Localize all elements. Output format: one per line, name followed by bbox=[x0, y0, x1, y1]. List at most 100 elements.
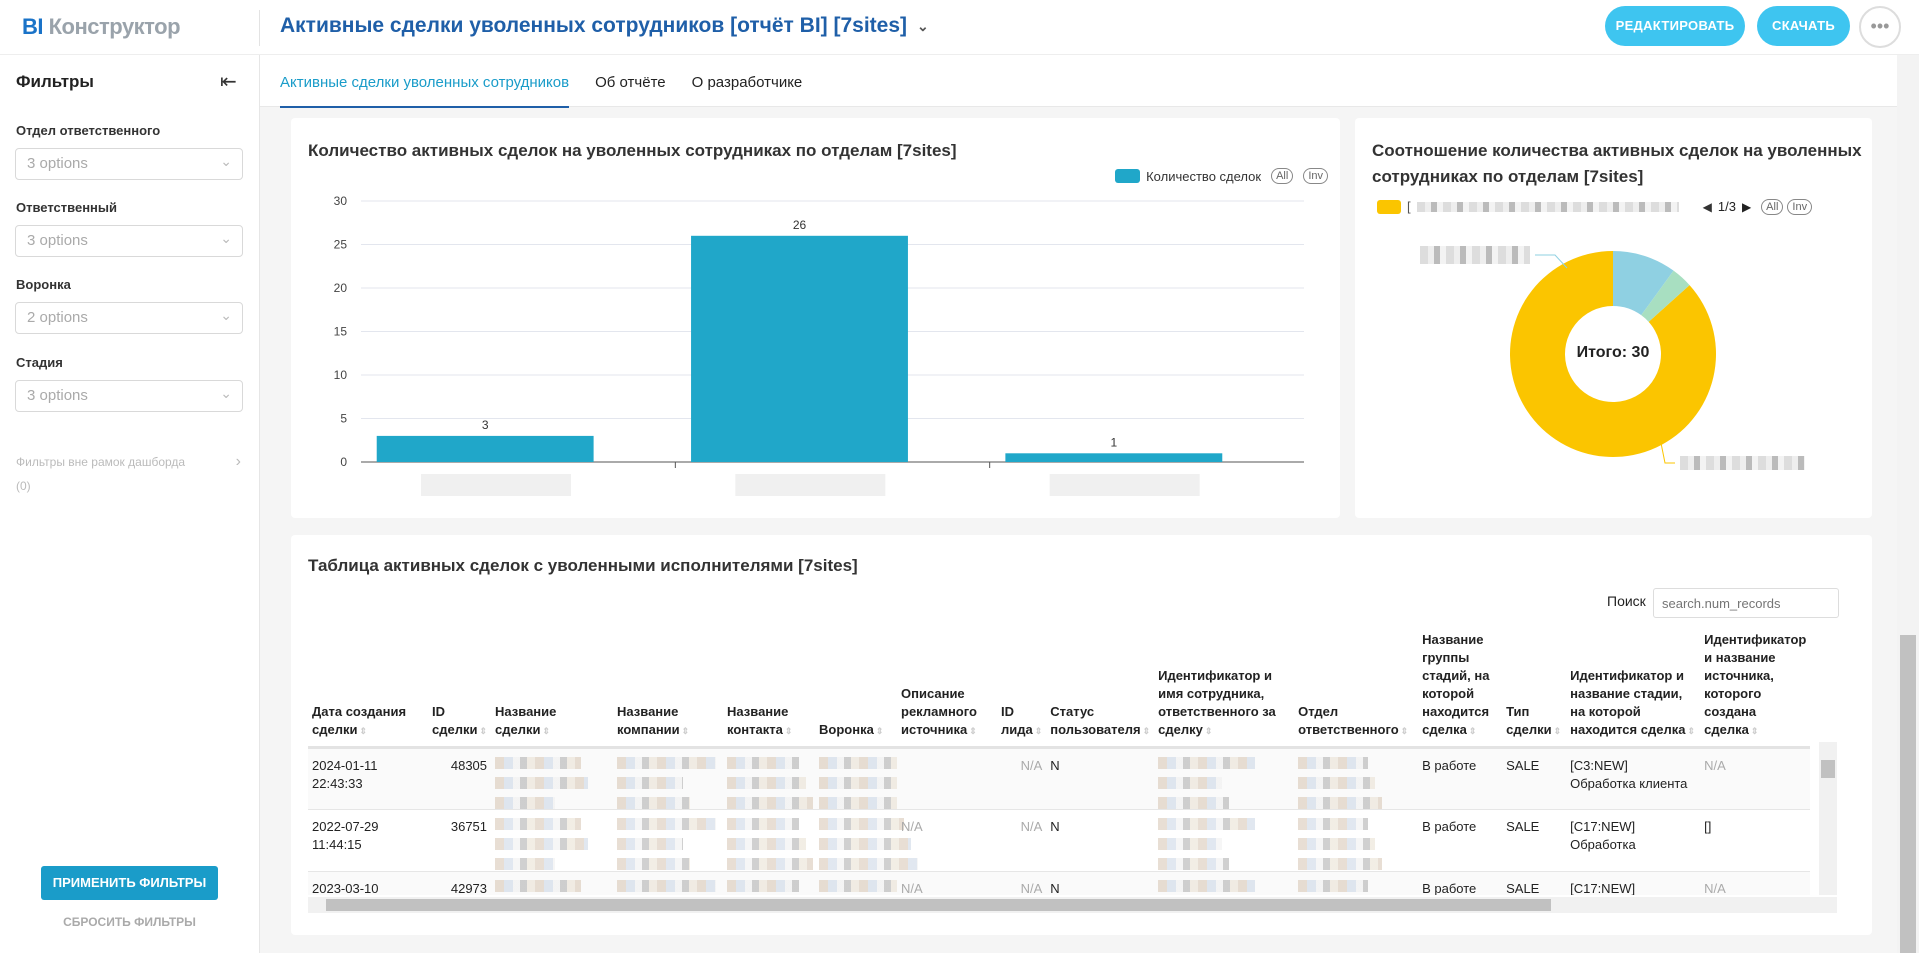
outside-filters-label: Фильтры вне рамок дашборда bbox=[16, 455, 186, 469]
column-header[interactable]: Отдел ответственного ⇕ bbox=[1294, 627, 1419, 749]
column-header[interactable]: Название сделки ⇕ bbox=[491, 627, 614, 749]
sort-icon[interactable]: ⇕ bbox=[1468, 726, 1477, 736]
column-header[interactable]: Дата создания сделки ⇕ bbox=[308, 627, 428, 749]
sort-icon[interactable]: ⇕ bbox=[1142, 726, 1151, 736]
page-scrollbar[interactable] bbox=[1897, 55, 1919, 953]
table-vertical-scrollbar[interactable] bbox=[1819, 742, 1837, 895]
legend-label[interactable]: Количество сделок bbox=[1146, 168, 1262, 184]
filter-select-responsible[interactable]: 3 options ⌄ bbox=[15, 225, 243, 257]
logo[interactable]: BI Конструктор bbox=[22, 14, 181, 40]
tab-about-developer[interactable]: О разработчике bbox=[691, 74, 803, 91]
legend-all-button[interactable]: All bbox=[1761, 199, 1784, 215]
legend-invert-button[interactable]: Inv bbox=[1787, 199, 1813, 215]
cell-text: N bbox=[1050, 881, 1060, 895]
logo-accent: BI bbox=[22, 14, 44, 39]
sort-icon[interactable]: ⇕ bbox=[1204, 726, 1213, 736]
filter-select-department[interactable]: 3 options ⌄ bbox=[15, 148, 243, 180]
tab-active-deals[interactable]: Активные сделки уволенных сотрудников bbox=[280, 74, 570, 108]
column-header[interactable]: Название группы стадий, на которой наход… bbox=[1418, 627, 1503, 749]
redacted-text bbox=[1298, 880, 1369, 892]
table-cell: N/A bbox=[897, 809, 998, 872]
column-header[interactable]: Воронка ⇕ bbox=[815, 627, 898, 749]
legend-invert-button[interactable]: Inv bbox=[1303, 168, 1328, 184]
legend-all-button[interactable]: All bbox=[1271, 168, 1294, 184]
table-row[interactable]: 2022-07-29 11:44:15 36751 N/A N/A N В работе S… bbox=[308, 809, 1811, 872]
column-header[interactable]: Статус пользователя ⇕ bbox=[1046, 627, 1155, 749]
sort-icon[interactable]: ⇕ bbox=[969, 726, 977, 736]
redacted-text bbox=[617, 777, 684, 789]
bar[interactable] bbox=[376, 435, 594, 462]
redacted-text bbox=[495, 858, 556, 870]
column-header[interactable]: Идентификатор и имя сотрудника, ответств… bbox=[1154, 627, 1295, 749]
filters-sidebar: Фильтры ⇤ Отдел ответственного 3 options… bbox=[0, 55, 260, 953]
bar[interactable] bbox=[1005, 453, 1223, 462]
tab-about-report[interactable]: Об отчёте bbox=[595, 74, 666, 91]
redacted-x-tick-label bbox=[1049, 474, 1200, 496]
sort-icon[interactable]: ⇕ bbox=[1750, 726, 1759, 736]
legend-swatch[interactable] bbox=[1377, 199, 1401, 214]
filter-select-funnel[interactable]: 2 options ⌄ bbox=[15, 302, 243, 334]
redacted-text bbox=[1298, 797, 1383, 809]
scrollbar-thumb[interactable] bbox=[326, 899, 1551, 911]
sort-icon[interactable]: ⇕ bbox=[875, 726, 884, 736]
sort-icon[interactable]: ⇕ bbox=[1400, 726, 1409, 736]
donut-slice[interactable] bbox=[1468, 209, 1759, 500]
table-cell: SALE bbox=[1502, 871, 1567, 895]
column-header[interactable]: ID лида ⇕ bbox=[997, 627, 1047, 749]
sort-icon[interactable]: ⇕ bbox=[784, 726, 793, 736]
sort-icon[interactable]: ⇕ bbox=[359, 726, 368, 736]
filter-select-stage[interactable]: 3 options ⌄ bbox=[15, 380, 243, 412]
donut-slice[interactable] bbox=[1634, 269, 1690, 322]
bar[interactable] bbox=[691, 235, 908, 462]
table-horizontal-scrollbar[interactable] bbox=[308, 897, 1837, 913]
table-cell: В работе bbox=[1418, 747, 1503, 810]
scrollbar-thumb[interactable] bbox=[1821, 760, 1835, 778]
outside-filters-link[interactable]: Фильтры вне рамок дашборда (0) › bbox=[16, 450, 241, 498]
table-cell: SALE bbox=[1502, 809, 1567, 872]
search-input[interactable] bbox=[1653, 588, 1839, 618]
reset-filters-button[interactable]: СБРОСИТЬ ФИЛЬТРЫ bbox=[63, 915, 196, 929]
column-header-label: Название компании bbox=[617, 704, 680, 737]
sort-icon[interactable]: ⇕ bbox=[681, 726, 690, 736]
legend-prev-icon[interactable]: ◀ bbox=[1702, 199, 1712, 214]
table-cell: В работе bbox=[1418, 809, 1503, 872]
column-header[interactable]: Название контакта ⇕ bbox=[723, 627, 816, 749]
download-button[interactable]: СКАЧАТЬ bbox=[1757, 6, 1850, 46]
sort-icon[interactable]: ⇕ bbox=[1034, 726, 1043, 736]
chevron-down-icon[interactable]: ⌄ bbox=[917, 17, 929, 34]
table-cell: 48305 bbox=[428, 747, 492, 810]
column-header-label: ID лида bbox=[1001, 704, 1033, 737]
column-header[interactable]: Название компании ⇕ bbox=[613, 627, 724, 749]
column-header[interactable]: ID сделки ⇕ bbox=[428, 627, 492, 749]
table-cell: 2022-07-29 11:44:15 bbox=[308, 809, 428, 872]
table-row[interactable]: 2024-01-11 22:43:33 48305 N/A N В работе SALE… bbox=[308, 747, 1811, 810]
logo-text: Конструктор bbox=[48, 14, 181, 39]
column-header[interactable]: Тип сделки ⇕ bbox=[1502, 627, 1567, 749]
column-header[interactable]: Идентификатор и название стадии, на кото… bbox=[1566, 627, 1701, 749]
table-row[interactable]: 2023-03-10 14:54:04 42973 N/A N/A N В работе S… bbox=[308, 871, 1811, 895]
collapse-sidebar-icon[interactable]: ⇤ bbox=[220, 71, 237, 93]
sort-icon[interactable]: ⇕ bbox=[542, 726, 551, 736]
column-header-label: ID сделки bbox=[432, 704, 478, 737]
column-header-label: Идентификатор и название источника, кото… bbox=[1704, 632, 1807, 737]
column-header[interactable]: Идентификатор и название источника, кото… bbox=[1700, 627, 1811, 749]
donut-total: Итого: 30 bbox=[1576, 344, 1650, 361]
cell-text: N/A bbox=[1704, 881, 1726, 895]
edit-button[interactable]: РЕДАКТИРОВАТЬ bbox=[1605, 6, 1745, 46]
legend-label[interactable]: [ bbox=[1407, 199, 1411, 214]
sort-icon[interactable]: ⇕ bbox=[1553, 726, 1562, 736]
redacted-text bbox=[495, 880, 582, 892]
report-title[interactable]: Активные сделки уволенных сотрудников [о… bbox=[280, 14, 929, 38]
legend-swatch[interactable] bbox=[1115, 169, 1141, 183]
redacted-text bbox=[1298, 818, 1369, 830]
donut-slice[interactable] bbox=[1586, 230, 1682, 325]
sort-icon[interactable]: ⇕ bbox=[479, 726, 488, 736]
page-scrollbar-thumb[interactable] bbox=[1900, 635, 1916, 953]
legend-next-icon[interactable]: ▶ bbox=[1741, 199, 1752, 214]
sort-icon[interactable]: ⇕ bbox=[1687, 726, 1695, 736]
chevron-right-icon: › bbox=[235, 453, 241, 470]
apply-filters-button[interactable]: ПРИМЕНИТЬ ФИЛЬТРЫ bbox=[41, 866, 218, 900]
top-bar: BI Конструктор Активные сделки уволенных… bbox=[0, 0, 1919, 55]
column-header[interactable]: Описание рекламного источника ⇕ bbox=[897, 627, 998, 749]
more-options-icon[interactable]: ••• bbox=[1859, 6, 1901, 48]
